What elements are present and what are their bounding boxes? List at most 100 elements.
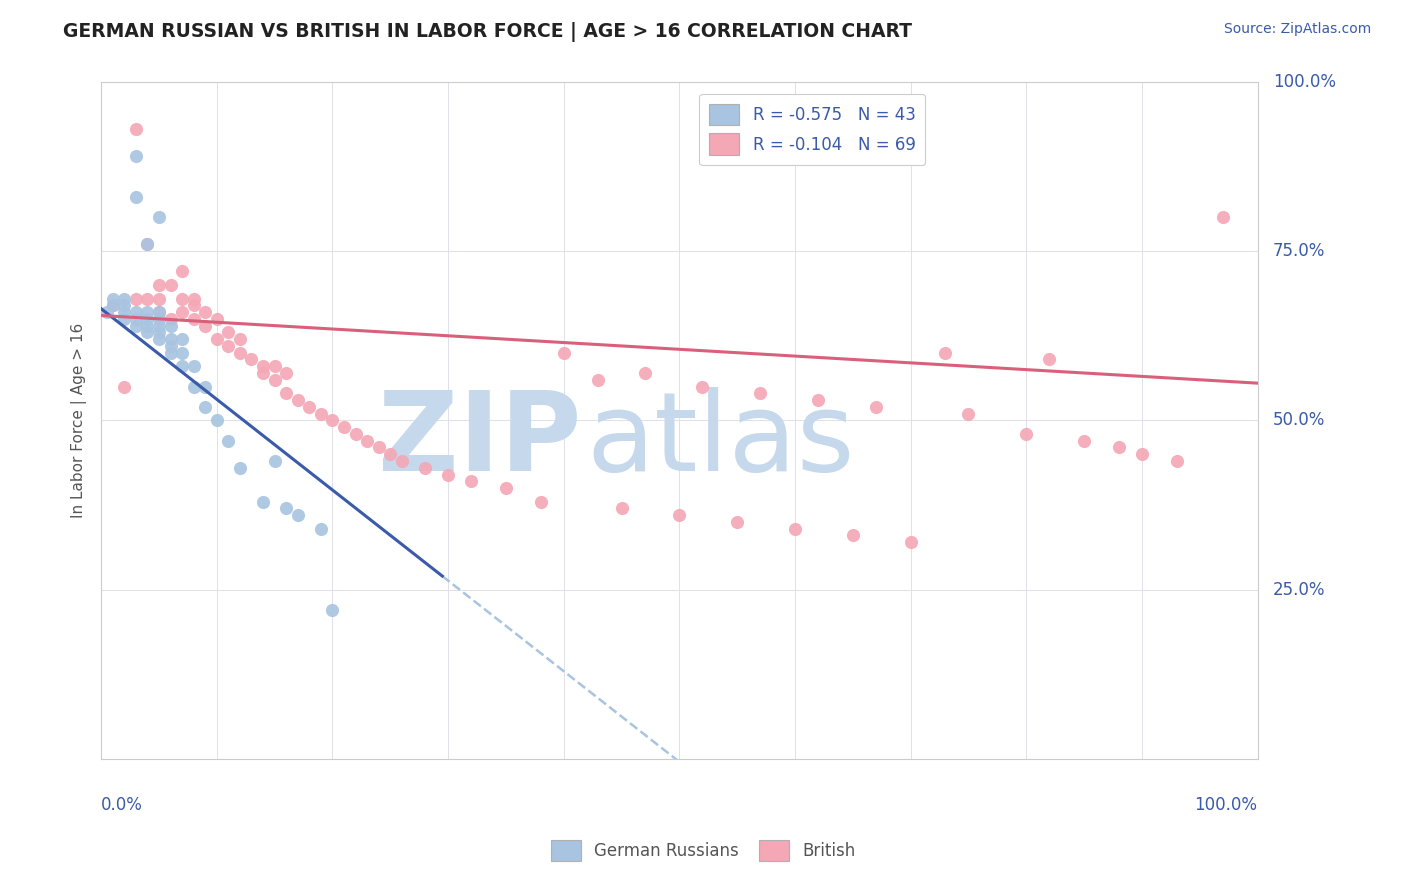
Point [298,400,321,414]
Point [725,515,748,529]
Point [321,413,343,427]
Point [125,305,148,319]
Point [1073,434,1095,448]
Point [276,501,298,516]
Point [344,426,367,441]
Point [865,400,887,414]
Point [217,434,239,448]
Point [1212,211,1234,225]
Point [529,494,551,508]
Point [934,345,956,359]
Point [136,237,159,252]
Point [1038,352,1060,367]
Point [460,475,482,489]
Point [101,298,124,312]
Point [783,522,806,536]
Point [1130,447,1153,461]
Point [148,305,170,319]
Point [842,528,865,542]
Point [136,237,159,252]
Point [125,149,148,163]
Point [101,298,124,312]
Point [136,305,159,319]
Text: 100.0%: 100.0% [1195,796,1257,814]
Point [183,359,205,374]
Point [240,352,263,367]
Point [263,359,285,374]
Point [1108,441,1130,455]
Point [136,318,159,333]
Point [159,278,181,293]
Point [112,292,135,306]
Point [148,211,170,225]
Point [957,407,980,421]
Point [634,366,657,380]
Point [263,454,285,468]
Point [172,305,194,319]
Point [252,359,274,374]
Point [159,339,181,353]
Point [900,535,922,549]
Point [309,522,332,536]
Point [136,326,159,340]
Point [96,305,118,319]
Point [159,318,181,333]
Point [588,373,610,387]
Point [148,326,170,340]
Point [287,393,309,408]
Point [229,460,252,475]
Point [194,305,217,319]
Point [610,501,633,516]
Point [148,318,170,333]
Point [252,366,274,380]
Text: atlas: atlas [586,387,855,494]
Point [229,345,252,359]
Point [229,332,252,346]
Point [380,447,402,461]
Y-axis label: In Labor Force | Age > 16: In Labor Force | Age > 16 [72,323,87,518]
Point [125,190,148,204]
Point [112,298,135,312]
Point [112,305,135,319]
Point [183,298,205,312]
Point [183,292,205,306]
Text: Source: ZipAtlas.com: Source: ZipAtlas.com [1223,22,1371,37]
Point [136,311,159,326]
Point [217,326,239,340]
Point [367,441,389,455]
Point [148,278,170,293]
Point [172,264,194,278]
Point [276,366,298,380]
Point [148,311,170,326]
Text: 25.0%: 25.0% [1272,581,1324,599]
Point [309,407,332,421]
Point [194,318,217,333]
Point [205,413,228,427]
Point [668,508,690,523]
Point [194,400,217,414]
Point [287,508,309,523]
Point [1015,426,1038,441]
Point [413,460,436,475]
Point [495,481,517,495]
Point [125,311,148,326]
Point [183,379,205,393]
Point [148,292,170,306]
Point [217,339,239,353]
Text: ZIP: ZIP [378,387,581,494]
Text: GERMAN RUSSIAN VS BRITISH IN LABOR FORCE | AGE > 16 CORRELATION CHART: GERMAN RUSSIAN VS BRITISH IN LABOR FORCE… [63,22,912,42]
Legend: R = -0.575   N = 43, R = -0.104   N = 69: R = -0.575 N = 43, R = -0.104 N = 69 [699,94,925,165]
Point [101,292,124,306]
Point [205,311,228,326]
Point [148,332,170,346]
Point [172,332,194,346]
Point [263,373,285,387]
Text: 50.0%: 50.0% [1272,411,1324,429]
Point [1166,454,1188,468]
Point [356,434,378,448]
Point [321,603,343,617]
Point [276,386,298,401]
Point [159,311,181,326]
Point [183,311,205,326]
Legend: German Russians, British: German Russians, British [544,833,862,868]
